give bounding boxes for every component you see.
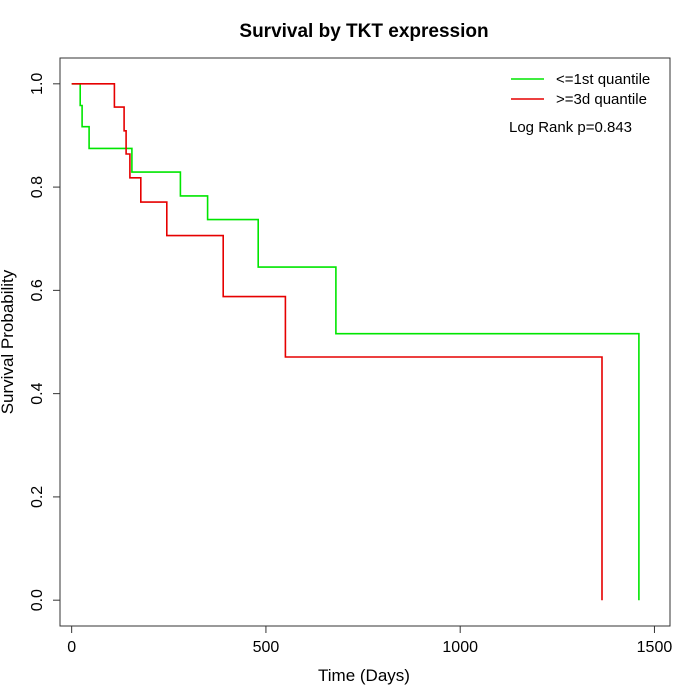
legend: <=1st quantile >=3d quantile bbox=[511, 71, 650, 108]
x-tick-label: 500 bbox=[253, 639, 280, 656]
legend-label-series-1: >=3d quantile bbox=[556, 91, 647, 108]
y-tick-label: 1.0 bbox=[29, 73, 46, 95]
y-tick-label: 0.2 bbox=[29, 486, 46, 508]
legend-label-series-0: <=1st quantile bbox=[556, 71, 650, 88]
y-tick-label: 0.4 bbox=[29, 382, 46, 404]
series-layer bbox=[71, 83, 640, 601]
plot-frame bbox=[59, 57, 671, 627]
y-tick-label: 0.6 bbox=[29, 279, 46, 301]
log-rank-annotation: Log Rank p=0.843 bbox=[509, 119, 632, 136]
y-axis-label: Survival Probability bbox=[0, 269, 17, 414]
x-axis: 0 500 1000 1500 bbox=[67, 625, 673, 656]
survival-curve-series-0 bbox=[71, 83, 640, 601]
y-tick-label: 0.8 bbox=[29, 176, 46, 198]
x-axis-label: Time (Days) bbox=[318, 666, 410, 685]
y-axis: 0.0 0.2 0.4 0.6 0.8 1.0 bbox=[29, 73, 61, 611]
x-tick-label: 0 bbox=[67, 639, 76, 656]
y-tick-label: 0.0 bbox=[29, 589, 46, 611]
x-tick-label: 1000 bbox=[442, 639, 478, 656]
chart-title: Survival by TKT expression bbox=[239, 21, 488, 42]
x-tick-label: 1500 bbox=[637, 639, 673, 656]
survival-curve-series-1 bbox=[71, 83, 603, 601]
